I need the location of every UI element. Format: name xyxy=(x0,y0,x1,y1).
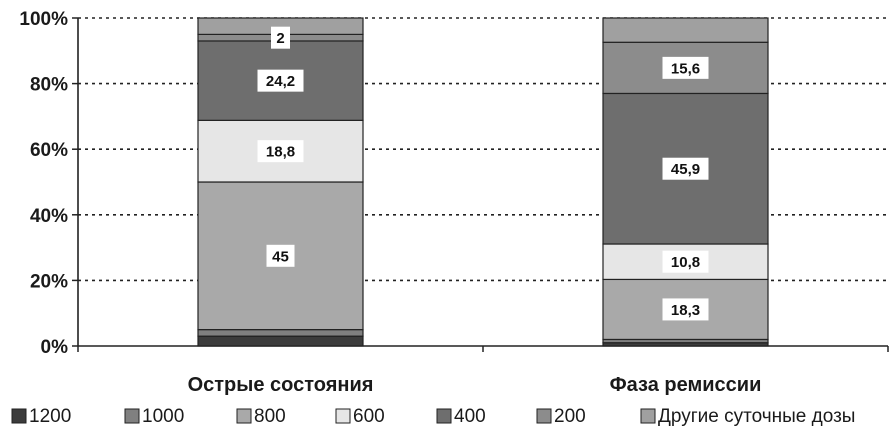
bar-segment xyxy=(197,329,364,337)
legend-swatch xyxy=(11,408,27,424)
y-tick-label: 60% xyxy=(30,140,68,161)
legend-label: 200 xyxy=(554,406,586,427)
legend-label: 1000 xyxy=(142,406,184,427)
data-label: 24,2 xyxy=(266,73,295,90)
bar-segment xyxy=(602,17,769,43)
data-label: 45,9 xyxy=(671,161,700,178)
data-label-box xyxy=(257,69,304,92)
data-label: 15,6 xyxy=(671,60,700,77)
data-label-box xyxy=(662,157,709,180)
data-label: 18,8 xyxy=(266,144,295,161)
data-label-box xyxy=(662,298,709,321)
data-label: 45 xyxy=(272,248,289,265)
data-label-box xyxy=(266,244,295,267)
legend-label: 1200 xyxy=(29,406,71,427)
data-label-box xyxy=(662,56,709,79)
y-tick-label: 100% xyxy=(19,9,68,30)
legend-label: 400 xyxy=(454,406,486,427)
legend: 1200 1000 800 600 400 200 Другие суточные дозы xyxy=(11,406,855,427)
data-label-box xyxy=(271,26,290,49)
data-label: 2 xyxy=(276,30,284,47)
x-category-label: Фаза ремиссии xyxy=(610,374,762,396)
data-label: 18,3 xyxy=(671,302,700,319)
axes: 0% 20% 40% 60% 80% 100% Острые состояния Фаза р… xyxy=(19,9,889,396)
legend-swatch xyxy=(335,408,351,424)
legend-swatch xyxy=(124,408,140,424)
legend-label: 800 xyxy=(254,406,286,427)
legend-swatch xyxy=(236,408,252,424)
y-tick-label: 40% xyxy=(30,206,68,227)
x-category-label: Острые состояния xyxy=(188,374,374,396)
bar-segment xyxy=(197,335,364,347)
y-tick-label: 20% xyxy=(30,271,68,292)
data-label-box xyxy=(662,250,709,273)
y-tick-label: 0% xyxy=(41,337,69,358)
data-label: 10,8 xyxy=(671,254,700,271)
data-label-box xyxy=(257,140,304,163)
data-labels: 45 18,8 24,2 2 18,3 10,8 45,9 15,6 xyxy=(257,26,709,321)
legend-label: 600 xyxy=(353,406,385,427)
legend-swatch xyxy=(536,408,552,424)
legend-swatch xyxy=(436,408,452,424)
legend-label: Другие суточные дозы xyxy=(658,406,855,427)
y-tick-label: 80% xyxy=(30,75,68,96)
legend-swatch xyxy=(640,408,656,424)
